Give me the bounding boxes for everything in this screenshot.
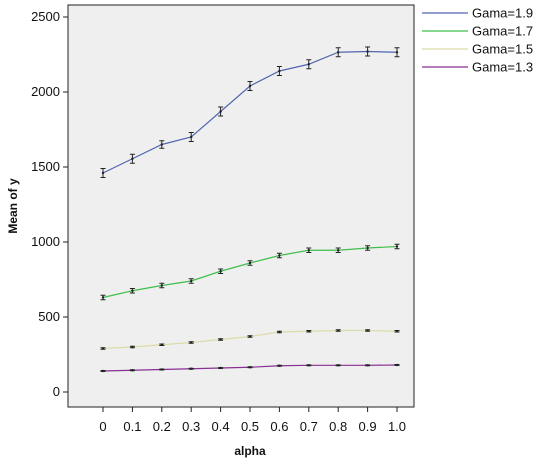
data-point bbox=[219, 366, 222, 370]
y-tick-label: 2000 bbox=[31, 84, 60, 99]
y-tick-label: 1000 bbox=[31, 234, 60, 249]
data-point bbox=[395, 51, 399, 54]
x-tick-label: 0.2 bbox=[153, 419, 171, 434]
data-point bbox=[190, 279, 193, 283]
x-tick-label: 0.5 bbox=[241, 419, 259, 434]
series-group bbox=[100, 363, 400, 373]
series-group bbox=[100, 329, 400, 350]
data-point bbox=[248, 84, 252, 88]
data-point bbox=[337, 329, 340, 332]
data-point bbox=[366, 329, 369, 332]
data-point bbox=[307, 63, 310, 66]
x-tick-label: 0.8 bbox=[329, 419, 347, 434]
data-point bbox=[219, 338, 222, 341]
data-point bbox=[160, 284, 163, 287]
legend-label: Gama=1.7 bbox=[472, 24, 533, 39]
data-point bbox=[160, 143, 163, 146]
data-point bbox=[366, 364, 369, 367]
y-tick-label: 2500 bbox=[31, 9, 60, 24]
x-tick-label: 0.1 bbox=[123, 419, 141, 434]
data-point bbox=[131, 157, 134, 160]
data-point bbox=[101, 171, 105, 175]
data-point bbox=[307, 364, 310, 367]
series-layer bbox=[100, 46, 400, 373]
y-axis: 0 500 1000 1500 2000 2500 bbox=[31, 9, 68, 399]
data-point bbox=[190, 367, 193, 370]
y-tick-label: 500 bbox=[38, 309, 60, 324]
series-group bbox=[100, 243, 400, 301]
data-point bbox=[366, 246, 369, 250]
data-point bbox=[307, 330, 310, 333]
y-tick-label: 0 bbox=[53, 384, 60, 399]
x-tick-label: 0.4 bbox=[212, 419, 230, 434]
data-point bbox=[278, 364, 281, 367]
data-point bbox=[337, 51, 340, 54]
data-point bbox=[278, 254, 281, 257]
data-point bbox=[337, 364, 340, 367]
data-point bbox=[337, 249, 340, 252]
data-point bbox=[395, 245, 399, 248]
legend-label: Gama=1.3 bbox=[472, 60, 533, 75]
legend-label: Gama=1.5 bbox=[472, 42, 533, 57]
data-point bbox=[219, 110, 222, 113]
data-point bbox=[395, 363, 399, 367]
data-point bbox=[190, 135, 193, 139]
x-tick-label: 1.0 bbox=[388, 419, 406, 434]
y-tick-label: 1500 bbox=[31, 159, 60, 174]
data-point bbox=[278, 330, 281, 334]
x-tick-label: 0.6 bbox=[270, 419, 288, 434]
legend-label: Gama=1.9 bbox=[472, 6, 533, 21]
x-axis-title: alpha bbox=[234, 444, 266, 458]
data-point bbox=[131, 289, 134, 292]
data-point bbox=[160, 343, 163, 346]
data-point bbox=[248, 335, 252, 338]
x-tick-label: 0.7 bbox=[300, 419, 318, 434]
data-point bbox=[219, 270, 222, 273]
x-tick-label: 0 bbox=[99, 419, 106, 434]
series-group bbox=[100, 46, 400, 178]
x-tick-label: 0.3 bbox=[182, 419, 200, 434]
data-point bbox=[131, 345, 134, 349]
x-tick-label: 0.9 bbox=[359, 419, 377, 434]
data-point bbox=[248, 261, 252, 265]
plot-area bbox=[67, 4, 415, 408]
data-point bbox=[278, 69, 281, 73]
legend: Gama=1.9 Gama=1.7 Gama=1.5 Gama=1.3 bbox=[422, 6, 533, 75]
y-axis-title: Mean of y bbox=[6, 178, 20, 234]
data-point bbox=[248, 366, 252, 369]
data-point bbox=[101, 347, 105, 350]
data-point bbox=[160, 368, 163, 371]
data-point bbox=[101, 296, 105, 299]
x-axis: 0 0.1 0.2 0.3 0.4 0.5 0.6 0.7 0.8 0.9 1.0 bbox=[99, 407, 406, 434]
data-point bbox=[366, 50, 369, 53]
data-point bbox=[101, 369, 105, 373]
data-point bbox=[190, 341, 193, 344]
data-point bbox=[307, 249, 310, 252]
data-point bbox=[131, 369, 134, 372]
data-point bbox=[395, 330, 399, 333]
